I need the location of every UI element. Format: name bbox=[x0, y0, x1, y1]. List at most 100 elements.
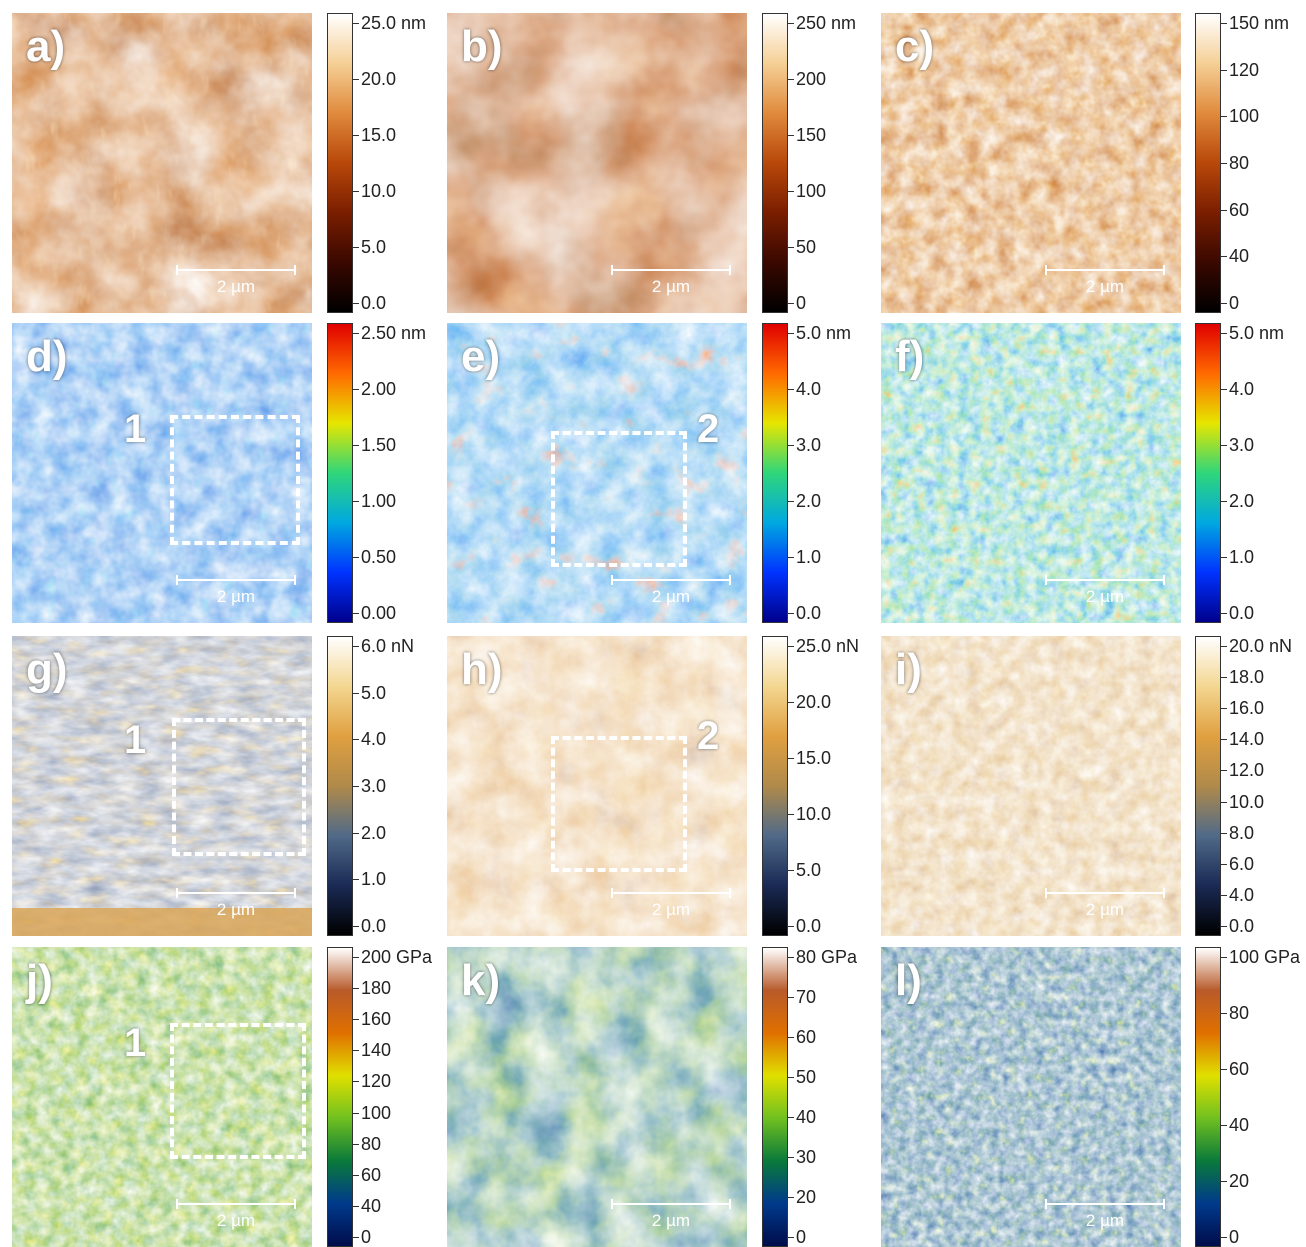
colorbar-tick-label: 100 GPa bbox=[1220, 947, 1301, 967]
colorbar-tick-label: 1.0 bbox=[352, 869, 387, 890]
colorbar-tick-label: 5.0 bbox=[352, 237, 387, 257]
colorbar-tick-label: 0.0 bbox=[352, 293, 387, 313]
colorbar-ticks-b: 250 nm 200 150 100 50 0 bbox=[787, 13, 876, 313]
colorbar-tick-label: 3.0 bbox=[1220, 435, 1255, 455]
colorbar-tick-label: 150 bbox=[787, 125, 827, 145]
colorbar-tick-label: 150 nm bbox=[1220, 13, 1290, 33]
image-panel-g: g) 1 2 µm bbox=[12, 636, 312, 936]
colorbar-tick-label: 0.0 bbox=[787, 603, 822, 623]
panel-label-l: l) bbox=[895, 956, 922, 1005]
modulus-map-j bbox=[12, 947, 312, 1247]
region-number-e: 2 bbox=[697, 407, 720, 451]
region-number-g: 1 bbox=[124, 718, 147, 762]
colorbar-tick-label: 0.00 bbox=[352, 603, 397, 623]
region-box-j bbox=[170, 1023, 306, 1159]
colorbar-tick-label: 4.0 bbox=[1220, 379, 1255, 399]
colorbar-tick-label: 3.0 bbox=[352, 776, 387, 796]
colorbar-c bbox=[1195, 13, 1221, 313]
colorbar-tick-label: 40 bbox=[787, 1107, 817, 1127]
topography-map-b bbox=[447, 13, 747, 313]
adhesion-map-i bbox=[881, 636, 1181, 936]
colorbar-tick-label: 70 bbox=[787, 987, 817, 1007]
colorbar-tick-label: 4.0 bbox=[787, 379, 822, 399]
colorbar-tick-label: 20.0 bbox=[352, 69, 397, 89]
colorbar-tick-label: 10.0 bbox=[1220, 791, 1265, 812]
scale-bar-label-d: 2 µm bbox=[216, 587, 256, 606]
colorbar-tick-label: 16.0 bbox=[1220, 698, 1265, 719]
image-panel-a: a) 2 µm bbox=[12, 13, 312, 313]
region-box-d bbox=[170, 415, 300, 545]
colorbar-tick-label: 40 bbox=[352, 1195, 382, 1216]
colorbar-tick-label: 120 bbox=[352, 1071, 392, 1092]
colorbar-tick-label: 5.0 bbox=[352, 682, 387, 703]
colorbar-ticks-d: 2.50 nm 2.00 1.50 1.00 0.50 0.00 bbox=[352, 323, 441, 623]
colorbar-tick-label: 1.0 bbox=[787, 547, 822, 567]
colorbar-tick-label: 2.50 nm bbox=[352, 323, 427, 343]
panel-label-b: b) bbox=[461, 22, 503, 71]
error-map-f bbox=[881, 323, 1181, 623]
scale-bar-label-g: 2 µm bbox=[216, 900, 256, 919]
scale-bar-label-j: 2 µm bbox=[216, 1211, 256, 1230]
image-panel-k: k) 2 µm bbox=[447, 947, 747, 1247]
colorbar-ticks-l: 100 GPa 80 60 40 20 0 bbox=[1220, 947, 1306, 1247]
colorbar-tick-label: 6.0 bbox=[1220, 853, 1255, 874]
colorbar-tick-label: 250 nm bbox=[787, 13, 857, 33]
panel-label-a: a) bbox=[26, 22, 66, 71]
colorbar-h bbox=[762, 636, 788, 936]
region-box-e bbox=[551, 431, 687, 567]
adhesion-map-h bbox=[447, 636, 747, 936]
colorbar-tick-label: 5.0 bbox=[787, 860, 822, 880]
colorbar-tick-label: 25.0 nN bbox=[787, 636, 860, 656]
colorbar-tick-label: 5.0 nm bbox=[1220, 323, 1285, 343]
colorbar-tick-label: 1.50 bbox=[352, 435, 397, 455]
colorbar-tick-label: 80 bbox=[1220, 153, 1250, 173]
colorbar-tick-label: 80 bbox=[352, 1133, 382, 1154]
colorbar-tick-label: 60 bbox=[1220, 199, 1250, 220]
colorbar-tick-label: 15.0 bbox=[352, 125, 397, 145]
colorbar-tick-label: 0.0 bbox=[1220, 603, 1255, 623]
colorbar-tick-label: 140 bbox=[352, 1040, 392, 1061]
colorbar-tick-label: 4.0 bbox=[1220, 884, 1255, 905]
image-panel-i: i) 2 µm bbox=[881, 636, 1181, 936]
colorbar-tick-label: 0 bbox=[1220, 1227, 1240, 1247]
scale-bar-label-c: 2 µm bbox=[1085, 277, 1125, 296]
panel-label-c: c) bbox=[895, 22, 935, 71]
colorbar-tick-label: 0 bbox=[1220, 293, 1240, 313]
colorbar-tick-label: 10.0 bbox=[787, 804, 832, 824]
region-number-j: 1 bbox=[124, 1021, 147, 1065]
image-panel-d: d) 1 2 µm bbox=[12, 323, 312, 623]
colorbar-tick-label: 4.0 bbox=[352, 729, 387, 750]
colorbar-tick-label: 60 bbox=[1220, 1059, 1250, 1079]
colorbar-tick-label: 2.00 bbox=[352, 379, 397, 399]
colorbar-ticks-c: 150 nm 120 100 80 60 40 0 bbox=[1220, 13, 1306, 313]
colorbar-tick-label: 10.0 bbox=[352, 181, 397, 201]
topography-map-a bbox=[12, 13, 312, 313]
colorbar-d bbox=[327, 323, 353, 623]
region-number-h: 2 bbox=[697, 714, 720, 758]
panel-label-f: f) bbox=[895, 332, 925, 381]
colorbar-a bbox=[327, 13, 353, 313]
colorbar-ticks-e: 5.0 nm 4.0 3.0 2.0 1.0 0.0 bbox=[787, 323, 876, 623]
colorbar-ticks-f: 5.0 nm 4.0 3.0 2.0 1.0 0.0 bbox=[1220, 323, 1306, 623]
region-number-d: 1 bbox=[124, 407, 147, 451]
scale-bar-label-e: 2 µm bbox=[651, 587, 691, 606]
colorbar-tick-label: 20 bbox=[1220, 1171, 1250, 1191]
modulus-map-l bbox=[881, 947, 1181, 1247]
colorbar-tick-label: 120 bbox=[1220, 59, 1260, 80]
image-panel-f: f) 2 µm bbox=[881, 323, 1181, 623]
colorbar-e bbox=[762, 323, 788, 623]
colorbar-ticks-a: 25.0 nm 20.0 15.0 10.0 5.0 0.0 bbox=[352, 13, 441, 313]
colorbar-tick-label: 2.0 bbox=[1220, 491, 1255, 511]
colorbar-tick-label: 100 bbox=[1220, 106, 1260, 127]
colorbar-tick-label: 2.0 bbox=[352, 822, 387, 843]
scale-bar-label-a: 2 µm bbox=[216, 277, 256, 296]
colorbar-tick-label: 20.0 nN bbox=[1220, 636, 1293, 656]
colorbar-f bbox=[1195, 323, 1221, 623]
adhesion-map-g bbox=[12, 636, 312, 936]
colorbar-tick-label: 200 GPa bbox=[352, 947, 433, 967]
colorbar-tick-label: 20.0 bbox=[787, 692, 832, 712]
colorbar-tick-label: 25.0 nm bbox=[352, 13, 427, 33]
panel-label-h: h) bbox=[461, 645, 503, 694]
colorbar-b bbox=[762, 13, 788, 313]
colorbar-ticks-g: 6.0 nN 5.0 4.0 3.0 2.0 1.0 0.0 bbox=[352, 636, 441, 936]
